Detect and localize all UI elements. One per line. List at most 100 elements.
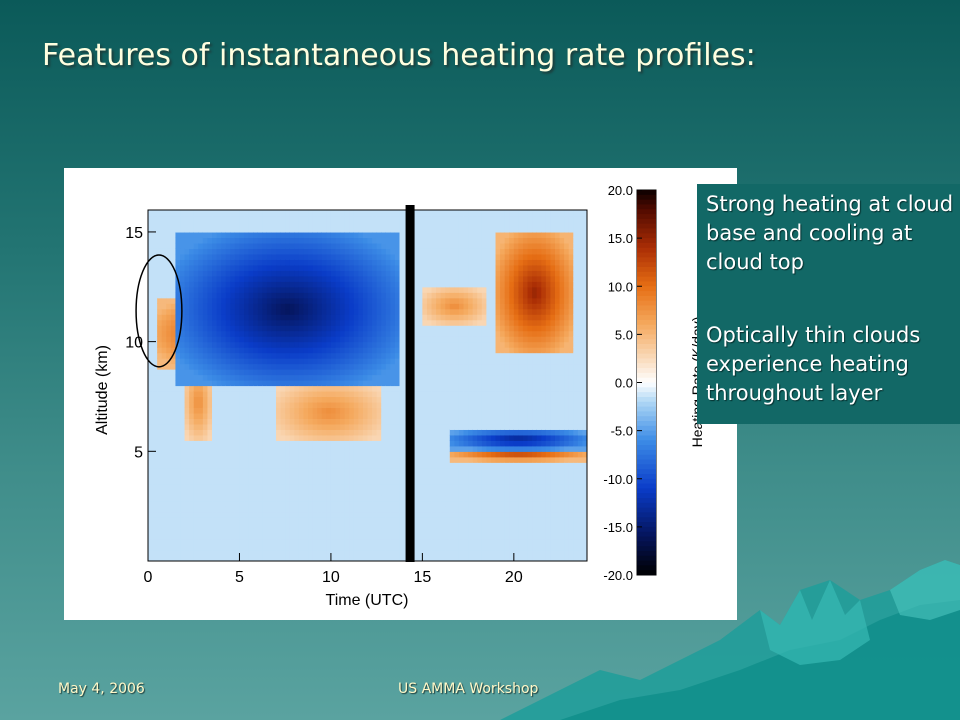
heatmap-cell — [262, 264, 268, 271]
heatmap-cell — [481, 275, 487, 282]
heatmap-cell — [477, 308, 483, 315]
heatmap-cell — [148, 242, 154, 249]
heatmap-cell — [422, 352, 428, 359]
heatmap-cell — [230, 451, 236, 458]
heatmap-cell — [216, 369, 222, 376]
heatmap-cell — [280, 544, 286, 551]
heatmap-cell — [207, 330, 213, 337]
heatmap-cell — [248, 489, 254, 496]
heatmap-cell — [148, 396, 154, 403]
heatmap-cell — [454, 385, 460, 392]
heatmap-cell — [202, 303, 209, 310]
heatmap-cell — [312, 352, 318, 359]
heatmap-cell — [495, 440, 501, 447]
heatmap-cell — [239, 253, 245, 260]
heatmap-cell — [221, 451, 227, 458]
heatmap-cell — [335, 374, 341, 381]
heatmap-cell — [239, 303, 245, 310]
heatmap-cell — [477, 237, 483, 244]
heatmap-cell — [500, 297, 506, 304]
heatmap-cell — [321, 533, 327, 540]
heatmap-cell — [317, 423, 323, 430]
heatmap-cell — [180, 418, 186, 425]
heatmap-cell — [385, 506, 391, 513]
heatmap-cell — [202, 478, 209, 485]
heatmap-cell — [276, 506, 282, 513]
heatmap-cell — [454, 539, 460, 546]
heatmap-cell — [303, 500, 309, 507]
heatmap-cell — [202, 363, 209, 370]
heatmap-cell — [289, 544, 295, 551]
heatmap-cell — [166, 237, 172, 244]
heatmap-cell — [376, 539, 382, 546]
heatmap-cell — [486, 429, 492, 436]
heatmap-cell — [349, 467, 355, 474]
heatmap-cell — [308, 445, 314, 452]
heatmap-cell — [180, 336, 186, 343]
heatmap-cell — [303, 495, 309, 502]
heatmap-cell — [440, 407, 446, 414]
heatmap-cell — [308, 522, 314, 529]
heatmap-cell — [468, 489, 474, 496]
heatmap-cell — [394, 220, 401, 228]
heatmap-cell — [481, 314, 487, 321]
heatmap-cell — [486, 539, 492, 546]
heatmap-cell — [166, 445, 172, 452]
heatmap-cell — [303, 369, 309, 376]
heatmap-cell — [362, 336, 369, 343]
heatmap-cell — [372, 325, 378, 332]
heatmap-cell — [148, 319, 154, 326]
heatmap-cell — [271, 528, 277, 535]
heatmap-cell — [440, 264, 446, 271]
heatmap-cell — [234, 440, 241, 447]
heatmap-cell — [454, 281, 460, 288]
heatmap-cell — [212, 363, 218, 370]
heatmap-cell — [344, 522, 350, 529]
heatmap-cell — [440, 275, 446, 282]
heatmap-cell — [317, 528, 323, 535]
heatmap-cell — [477, 495, 483, 502]
heatmap-cell — [458, 385, 465, 392]
heatmap-cell — [189, 528, 195, 535]
heatmap-cell — [436, 434, 442, 441]
heatmap-cell — [394, 544, 401, 551]
heatmap-cell — [353, 237, 359, 244]
heatmap-cell — [390, 303, 396, 310]
heatmap-cell — [349, 473, 355, 480]
heatmap-cell — [294, 264, 300, 271]
heatmap-cell — [244, 550, 250, 557]
heatmap-cell — [500, 374, 506, 381]
heatmap-cell — [225, 215, 231, 222]
heatmap-cell — [490, 253, 497, 260]
heatmap-cell — [152, 380, 158, 387]
heatmap-cell — [326, 341, 332, 348]
heatmap-cell — [198, 489, 204, 496]
heatmap-cell — [335, 210, 341, 217]
heatmap-cell — [271, 319, 277, 326]
heatmap-cell — [381, 390, 387, 398]
heatmap-cell — [399, 423, 405, 430]
heatmap-cell — [193, 226, 199, 233]
heatmap-cell — [344, 473, 350, 480]
heatmap-cell — [225, 226, 231, 233]
heatmap-cell — [385, 396, 391, 403]
heatmap-cell — [248, 220, 254, 228]
heatmap-cell — [308, 550, 314, 557]
heatmap-cell — [417, 533, 423, 540]
heatmap-cell — [262, 418, 268, 425]
heatmap-cell — [477, 478, 483, 485]
heatmap-cell — [239, 456, 245, 463]
heatmap-cell — [152, 489, 158, 496]
heatmap-cell — [481, 467, 487, 474]
heatmap-cell — [262, 385, 268, 392]
heatmap-cell — [262, 517, 268, 524]
heatmap-cell — [193, 341, 199, 348]
heatmap-cell — [422, 215, 428, 222]
heatmap-cell — [234, 347, 241, 354]
heatmap-cell — [262, 396, 268, 403]
heatmap-cell — [486, 270, 492, 277]
heatmap-cell — [184, 401, 190, 409]
heatmap-cell — [276, 451, 282, 458]
heatmap-cell — [202, 264, 209, 271]
heatmap-cell — [152, 319, 158, 326]
